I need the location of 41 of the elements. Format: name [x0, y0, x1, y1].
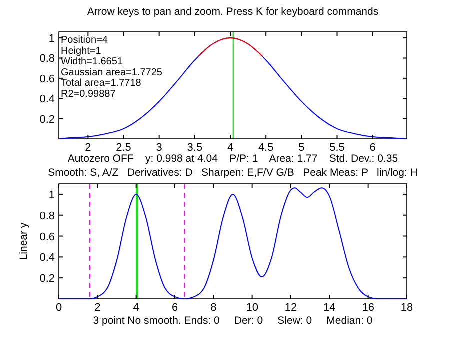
x-tick-label: 8	[210, 302, 217, 314]
x-tick-label: 10	[246, 302, 258, 314]
y-tick-label: 0.6	[40, 73, 55, 86]
annotation: Gaussian area=1.7725	[61, 67, 163, 78]
x-axis-title: Autozero OFF y: 0.998 at 4.04 P/P: 1 Area: 1.77 Std. Dev.: 0.35	[68, 153, 398, 165]
x-tick-label: 14	[324, 302, 336, 314]
y-tick-label: 0.4	[40, 94, 55, 106]
y-tick-label: 1	[48, 189, 55, 202]
x-tick-label: 2	[94, 302, 101, 314]
x-tick-label: 6	[172, 302, 178, 314]
y-tick-label: 0.8	[40, 210, 55, 222]
x-tick-label: 4	[227, 142, 234, 154]
x-tick-label: 4.5	[258, 142, 274, 154]
annotation: R2=0.99887	[61, 89, 116, 100]
y-tick-label: 0.4	[40, 252, 55, 264]
annotation: Position=4	[61, 35, 108, 46]
x-tick-label: 18	[400, 302, 414, 314]
annotation: Total area=1.7718	[61, 78, 142, 90]
annotation: Height=1	[61, 46, 102, 57]
y-tick-label: 1	[48, 33, 55, 46]
x-tick-label: 6	[370, 142, 376, 154]
chart-title: Smooth: S, A/Z Derivatives: D Sharpen: E,F/V G/B Peak Meas: P lin/log: H	[48, 167, 418, 179]
y-tick-label: 0.2	[40, 114, 55, 126]
x-tick-label: 2	[85, 142, 92, 154]
chart-title: Arrow keys to pan and zoom. Press K for keyboard commands	[87, 6, 379, 18]
x-tick-label: 3.5	[187, 142, 203, 154]
line-series	[58, 188, 408, 300]
annotation: Width=1.6651	[61, 56, 124, 68]
x-tick-label: 5.5	[330, 142, 345, 154]
x-tick-label: 16	[362, 302, 374, 314]
x-tick-label: 3	[156, 142, 162, 154]
x-axis-title: 3 point No smooth. Ends: 0 Der: 0 Slew: 0 Median: 0	[93, 315, 373, 327]
x-tick-label: 0	[56, 302, 62, 314]
x-tick-label: 5	[298, 142, 305, 154]
y-tick-label: 0.2	[40, 273, 55, 286]
x-tick-label: 12	[284, 302, 298, 314]
x-tick-label: 4	[133, 302, 140, 314]
y-axis-title: Linear y	[18, 222, 30, 260]
x-tick-label: 2.5	[116, 142, 132, 154]
y-tick-label: 0.8	[40, 53, 55, 66]
y-tick-label: 0.6	[40, 231, 55, 244]
